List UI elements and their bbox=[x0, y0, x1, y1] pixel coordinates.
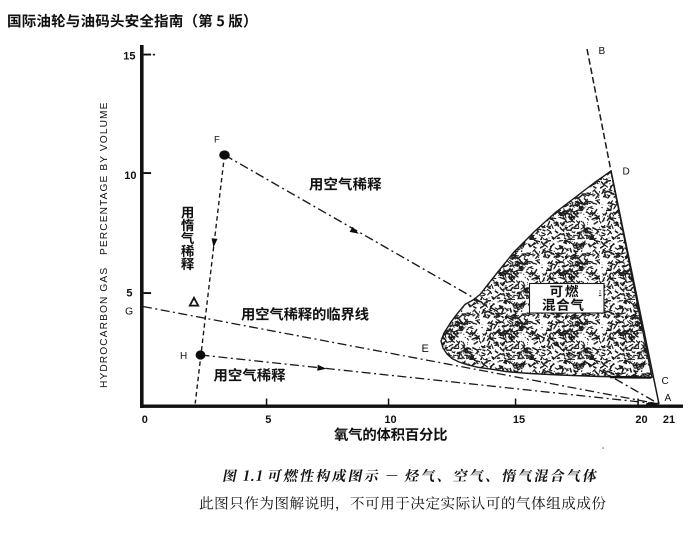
svg-text:0: 0 bbox=[142, 414, 148, 426]
svg-text:A: A bbox=[665, 393, 672, 404]
svg-text:10: 10 bbox=[384, 414, 396, 426]
svg-text:5: 5 bbox=[265, 414, 271, 426]
svg-text:HYDROCARBON GAS PERCENTAGE B: HYDROCARBON GAS PERCENTAGE BY VOLUME bbox=[99, 101, 110, 388]
svg-text:F: F bbox=[214, 135, 220, 146]
svg-text:10: 10 bbox=[124, 170, 136, 182]
svg-text:15: 15 bbox=[513, 414, 525, 426]
svg-text:G: G bbox=[125, 306, 133, 318]
svg-text:E: E bbox=[422, 343, 429, 355]
svg-text:D: D bbox=[623, 167, 630, 178]
svg-text:15: 15 bbox=[123, 51, 135, 63]
svg-text:B: B bbox=[599, 46, 606, 57]
svg-text:H: H bbox=[180, 351, 187, 362]
svg-text:20: 20 bbox=[635, 414, 647, 426]
svg-text:21: 21 bbox=[663, 414, 675, 426]
svg-text:5: 5 bbox=[126, 288, 132, 300]
svg-text:C: C bbox=[662, 376, 669, 387]
